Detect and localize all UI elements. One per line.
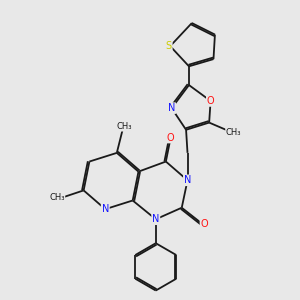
Text: N: N (152, 214, 160, 224)
Text: CH₃: CH₃ (49, 193, 64, 202)
Text: S: S (166, 41, 172, 51)
Text: CH₃: CH₃ (226, 128, 242, 137)
Text: O: O (207, 96, 214, 106)
Text: N: N (184, 175, 191, 185)
Text: N: N (168, 103, 175, 113)
Text: O: O (200, 219, 208, 229)
Text: CH₃: CH₃ (116, 122, 132, 131)
Text: O: O (167, 133, 174, 142)
Text: N: N (102, 204, 109, 214)
